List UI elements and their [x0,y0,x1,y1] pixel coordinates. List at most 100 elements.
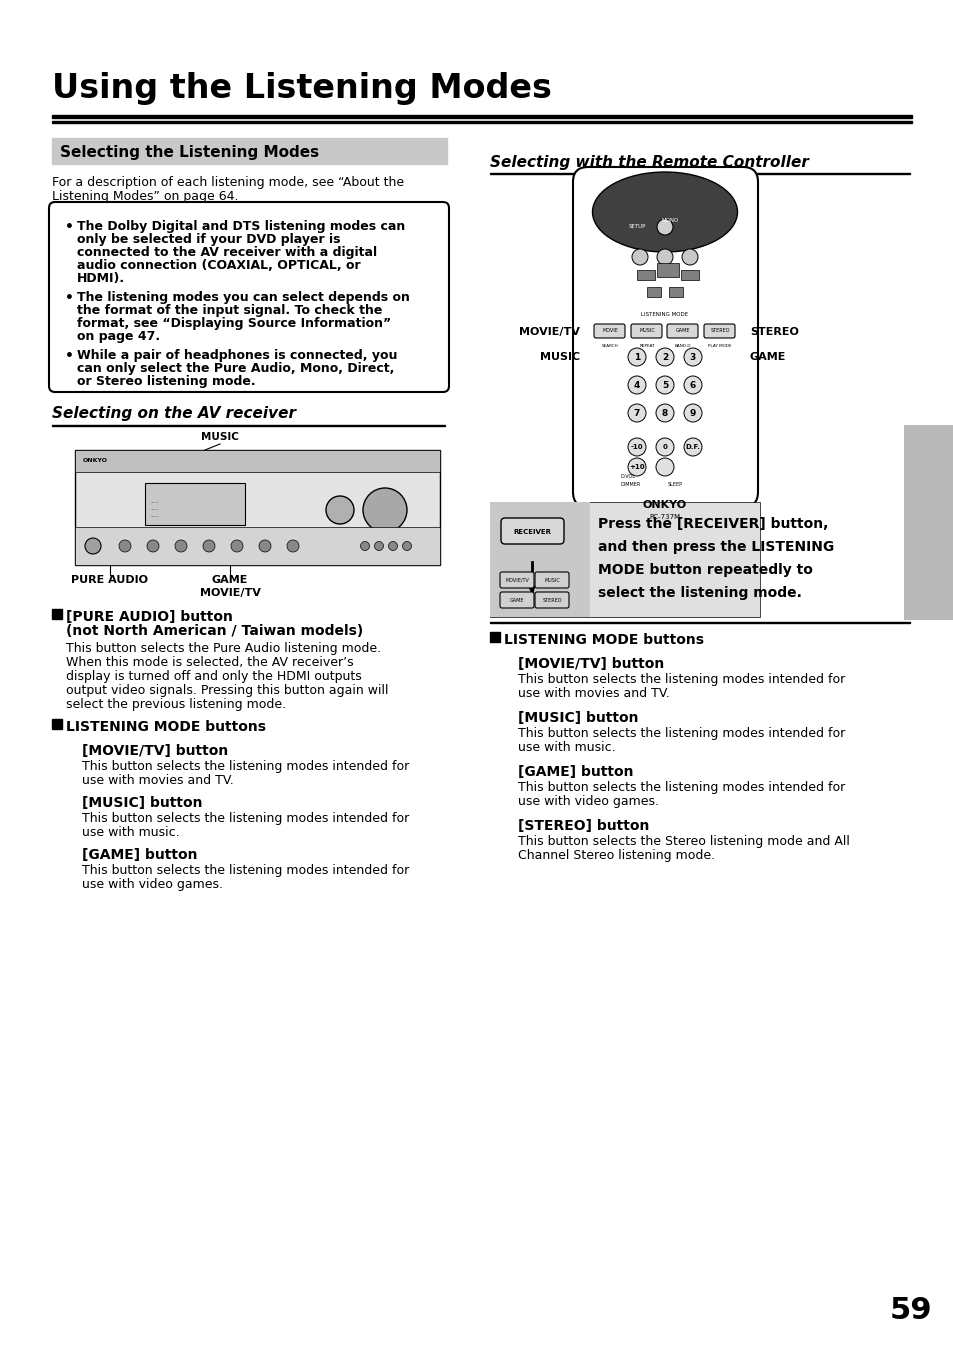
FancyBboxPatch shape [630,324,661,338]
Text: MUSIC: MUSIC [539,353,579,362]
Text: D.VOL: D.VOL [620,474,636,480]
Text: GAME: GAME [749,353,785,362]
Text: BAND-D: BAND-D [674,345,691,349]
Text: 5: 5 [661,381,667,389]
Circle shape [627,404,645,422]
Text: use with video games.: use with video games. [517,794,659,808]
Text: Listening Modes” on page 64.: Listening Modes” on page 64. [52,190,238,203]
Text: This button selects the listening modes intended for: This button selects the listening modes … [517,727,844,740]
Text: [STEREO] button: [STEREO] button [517,819,649,834]
Text: PURE AUDIO: PURE AUDIO [71,576,149,585]
Text: can only select the Pure Audio, Mono, Direct,: can only select the Pure Audio, Mono, Di… [77,362,394,376]
Circle shape [627,376,645,394]
Text: use with video games.: use with video games. [82,878,223,892]
Text: ONKYO: ONKYO [83,458,108,463]
Text: While a pair of headphones is connected, you: While a pair of headphones is connected,… [77,349,397,362]
Text: SLEEP: SLEEP [667,481,682,486]
Text: MOVIE/TV: MOVIE/TV [504,577,528,582]
Circle shape [231,540,243,553]
Bar [52,122,911,123]
Text: This button selects the listening modes intended for: This button selects the listening modes … [82,812,409,825]
Circle shape [627,438,645,457]
Text: This button selects the listening modes intended for: This button selects the listening modes … [517,673,844,686]
FancyBboxPatch shape [500,517,563,544]
Text: DIMMER: DIMMER [620,481,640,486]
Text: MUSIC: MUSIC [639,328,654,334]
Text: and then press the LISTENING: and then press the LISTENING [598,540,833,554]
Circle shape [627,349,645,366]
Circle shape [657,219,672,235]
Circle shape [657,249,672,265]
Text: This button selects the listening modes intended for: This button selects the listening modes … [517,781,844,794]
Bar [75,450,439,565]
Circle shape [388,542,397,550]
Ellipse shape [592,172,737,253]
Text: LISTENING MODE buttons: LISTENING MODE buttons [503,634,703,647]
Bar [52,719,62,730]
Bar [52,609,62,619]
Text: audio connection (COAXIAL, OPTICAL, or: audio connection (COAXIAL, OPTICAL, or [77,259,360,272]
Text: or Stereo listening mode.: or Stereo listening mode. [77,376,255,388]
Bar [903,490,953,620]
Text: 7: 7 [633,408,639,417]
Text: RECEIVER: RECEIVER [513,530,551,535]
Text: the format of the input signal. To check the: the format of the input signal. To check… [77,304,382,317]
Text: RC-737M: RC-737M [649,513,679,520]
Text: Press the [RECEIVER] button,: Press the [RECEIVER] button, [598,517,827,531]
FancyBboxPatch shape [666,324,698,338]
Text: use with music.: use with music. [517,740,615,754]
Text: 59: 59 [889,1296,932,1325]
Circle shape [683,376,701,394]
Text: LISTENING MODE: LISTENING MODE [640,312,688,316]
Bar [490,503,589,617]
Text: 2: 2 [661,353,667,362]
Text: display is turned off and only the HDMI outputs: display is turned off and only the HDMI … [66,670,361,684]
Circle shape [287,540,298,553]
Text: •: • [65,220,73,234]
Text: use with music.: use with music. [82,825,179,839]
Text: ___: ___ [150,512,158,517]
Text: 4: 4 [633,381,639,389]
Text: When this mode is selected, the AV receiver’s: When this mode is selected, the AV recei… [66,657,354,669]
Text: 6: 6 [689,381,696,389]
Text: MODE button repeatedly to: MODE button repeatedly to [598,563,812,577]
Circle shape [147,540,159,553]
Text: use with movies and TV.: use with movies and TV. [517,688,669,700]
Text: STEREO: STEREO [541,597,561,603]
Text: This button selects the listening modes intended for: This button selects the listening modes … [82,761,409,773]
Text: ___: ___ [150,499,158,503]
Circle shape [203,540,214,553]
Bar [52,115,911,118]
Circle shape [656,404,673,422]
Circle shape [656,376,673,394]
Text: MOVIE/TV: MOVIE/TV [199,588,260,598]
Circle shape [656,349,673,366]
Text: MUSIC: MUSIC [201,432,238,442]
Bar [490,632,499,642]
FancyBboxPatch shape [499,571,534,588]
Circle shape [85,538,101,554]
Text: This button selects the listening modes intended for: This button selects the listening modes … [82,865,409,877]
Text: This button selects the Pure Audio listening mode.: This button selects the Pure Audio liste… [66,642,381,655]
Text: output video signals. Pressing this button again will: output video signals. Pressing this butt… [66,684,388,697]
Bar [637,270,655,280]
Bar [657,263,679,277]
FancyBboxPatch shape [573,168,758,507]
Text: 1: 1 [633,353,639,362]
Text: PLAY MODE: PLAY MODE [707,345,731,349]
Bar [668,286,682,297]
Circle shape [360,542,369,550]
Circle shape [174,540,187,553]
Text: GAME: GAME [212,576,248,585]
Text: The listening modes you can select depends on: The listening modes you can select depen… [77,290,410,304]
Text: 3: 3 [689,353,696,362]
Text: Selecting the Listening Modes: Selecting the Listening Modes [60,145,319,159]
FancyBboxPatch shape [703,324,734,338]
Circle shape [363,488,407,532]
Text: [MUSIC] button: [MUSIC] button [517,711,638,725]
Text: only be selected if your DVD player is: only be selected if your DVD player is [77,232,340,246]
Text: (not North American / Taiwan models): (not North American / Taiwan models) [66,624,363,638]
Text: [MUSIC] button: [MUSIC] button [82,796,202,811]
Text: Using the Listening Modes: Using the Listening Modes [52,72,551,105]
Bar [680,270,699,280]
